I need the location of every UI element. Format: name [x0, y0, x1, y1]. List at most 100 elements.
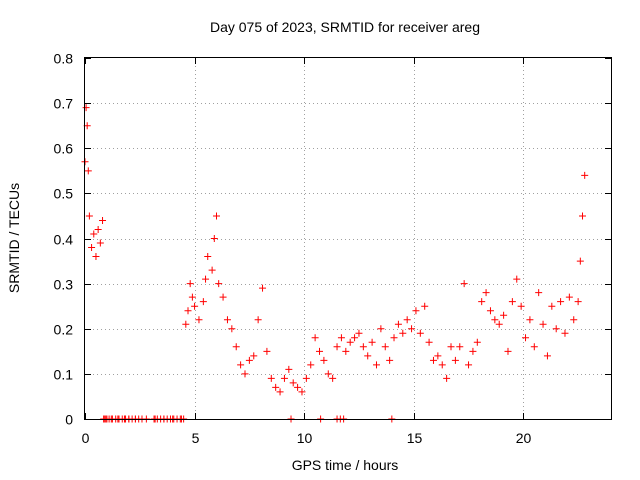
x-tick-label: 0 — [82, 430, 90, 446]
data-point — [372, 361, 380, 369]
data-point — [359, 343, 367, 351]
y-tick-label: 0.6 — [54, 141, 74, 157]
marks-layer — [81, 104, 589, 423]
data-point — [191, 302, 199, 310]
y-tick-label: 0.3 — [54, 277, 74, 293]
data-point — [202, 275, 210, 283]
data-point — [486, 307, 494, 315]
data-point — [478, 298, 486, 306]
data-point — [280, 374, 288, 382]
y-tick-label: 0.8 — [54, 51, 74, 67]
data-point — [92, 253, 100, 261]
data-point — [469, 347, 477, 355]
data-point — [368, 338, 376, 346]
data-point — [84, 167, 92, 175]
data-point — [204, 253, 212, 261]
ticks-layer — [85, 58, 611, 420]
y-axis-label: SRMTID / TECUs — [6, 183, 22, 293]
data-point — [434, 352, 442, 360]
data-point — [390, 334, 398, 342]
data-point — [276, 388, 284, 396]
data-point — [346, 338, 354, 346]
data-point — [298, 388, 306, 396]
data-point — [482, 289, 490, 297]
data-point — [195, 316, 203, 324]
data-point — [245, 356, 253, 364]
data-point — [447, 343, 455, 351]
data-point — [403, 316, 411, 324]
data-point — [324, 370, 332, 378]
chart-title: Day 075 of 2023, SRMTID for receiver are… — [210, 19, 480, 35]
data-point — [456, 343, 464, 351]
grid-layer — [85, 58, 611, 419]
data-point — [199, 298, 207, 306]
data-point — [513, 275, 521, 283]
data-point — [88, 244, 96, 252]
data-point — [399, 329, 407, 337]
data-point — [182, 320, 190, 328]
data-point — [473, 338, 481, 346]
data-point — [517, 302, 525, 310]
data-point — [259, 284, 267, 292]
data-point — [337, 334, 345, 342]
data-point — [495, 320, 503, 328]
y-tick-label: 0.2 — [54, 322, 74, 338]
data-point — [377, 325, 385, 333]
data-point — [302, 374, 310, 382]
data-point — [504, 347, 512, 355]
data-point — [351, 334, 359, 342]
data-point — [548, 302, 556, 310]
data-point — [90, 230, 98, 238]
data-point — [342, 347, 350, 355]
plot-frame — [84, 57, 612, 420]
data-point — [381, 343, 389, 351]
data-point — [460, 280, 468, 288]
data-point — [539, 320, 547, 328]
x-tick-label: 10 — [297, 430, 313, 446]
data-point — [522, 334, 530, 342]
data-point — [412, 307, 420, 315]
data-point — [285, 365, 293, 373]
data-point — [241, 370, 249, 378]
y-tick-label: 0.7 — [54, 96, 74, 112]
y-tick-label: 0.4 — [54, 232, 74, 248]
data-point — [429, 356, 437, 364]
data-point — [96, 239, 104, 247]
data-point — [491, 316, 499, 324]
labels-layer: 0 0.1 0.2 0.3 0.4 0.5 0.6 0.7 0.8 0 5 10 15 20 — [54, 51, 532, 447]
data-point — [250, 352, 258, 360]
data-point — [228, 325, 236, 333]
y-tick-label: 0.1 — [54, 367, 74, 383]
data-point — [394, 320, 402, 328]
data-point — [237, 361, 245, 369]
data-point — [574, 298, 582, 306]
data-point — [438, 361, 446, 369]
data-point — [581, 171, 589, 179]
data-point — [311, 334, 319, 342]
x-tick-label: 15 — [407, 430, 423, 446]
data-point — [408, 325, 416, 333]
data-point — [355, 329, 363, 337]
data-point — [576, 257, 584, 265]
data-point — [294, 383, 302, 391]
data-point — [543, 352, 551, 360]
data-point — [500, 311, 508, 319]
data-point — [451, 356, 459, 364]
data-point — [186, 280, 194, 288]
data-point — [535, 289, 543, 297]
data-point — [219, 293, 227, 301]
data-point — [82, 104, 90, 112]
data-point — [184, 307, 192, 315]
data-point — [316, 347, 324, 355]
data-point — [188, 293, 196, 301]
data-point — [213, 212, 220, 220]
data-point — [267, 374, 275, 382]
data-point — [307, 361, 315, 369]
data-point — [565, 293, 573, 301]
data-point — [443, 374, 451, 382]
data-point — [320, 356, 328, 364]
data-point — [557, 298, 565, 306]
x-axis-label: GPS time / hours — [292, 457, 399, 473]
data-point — [254, 316, 262, 324]
